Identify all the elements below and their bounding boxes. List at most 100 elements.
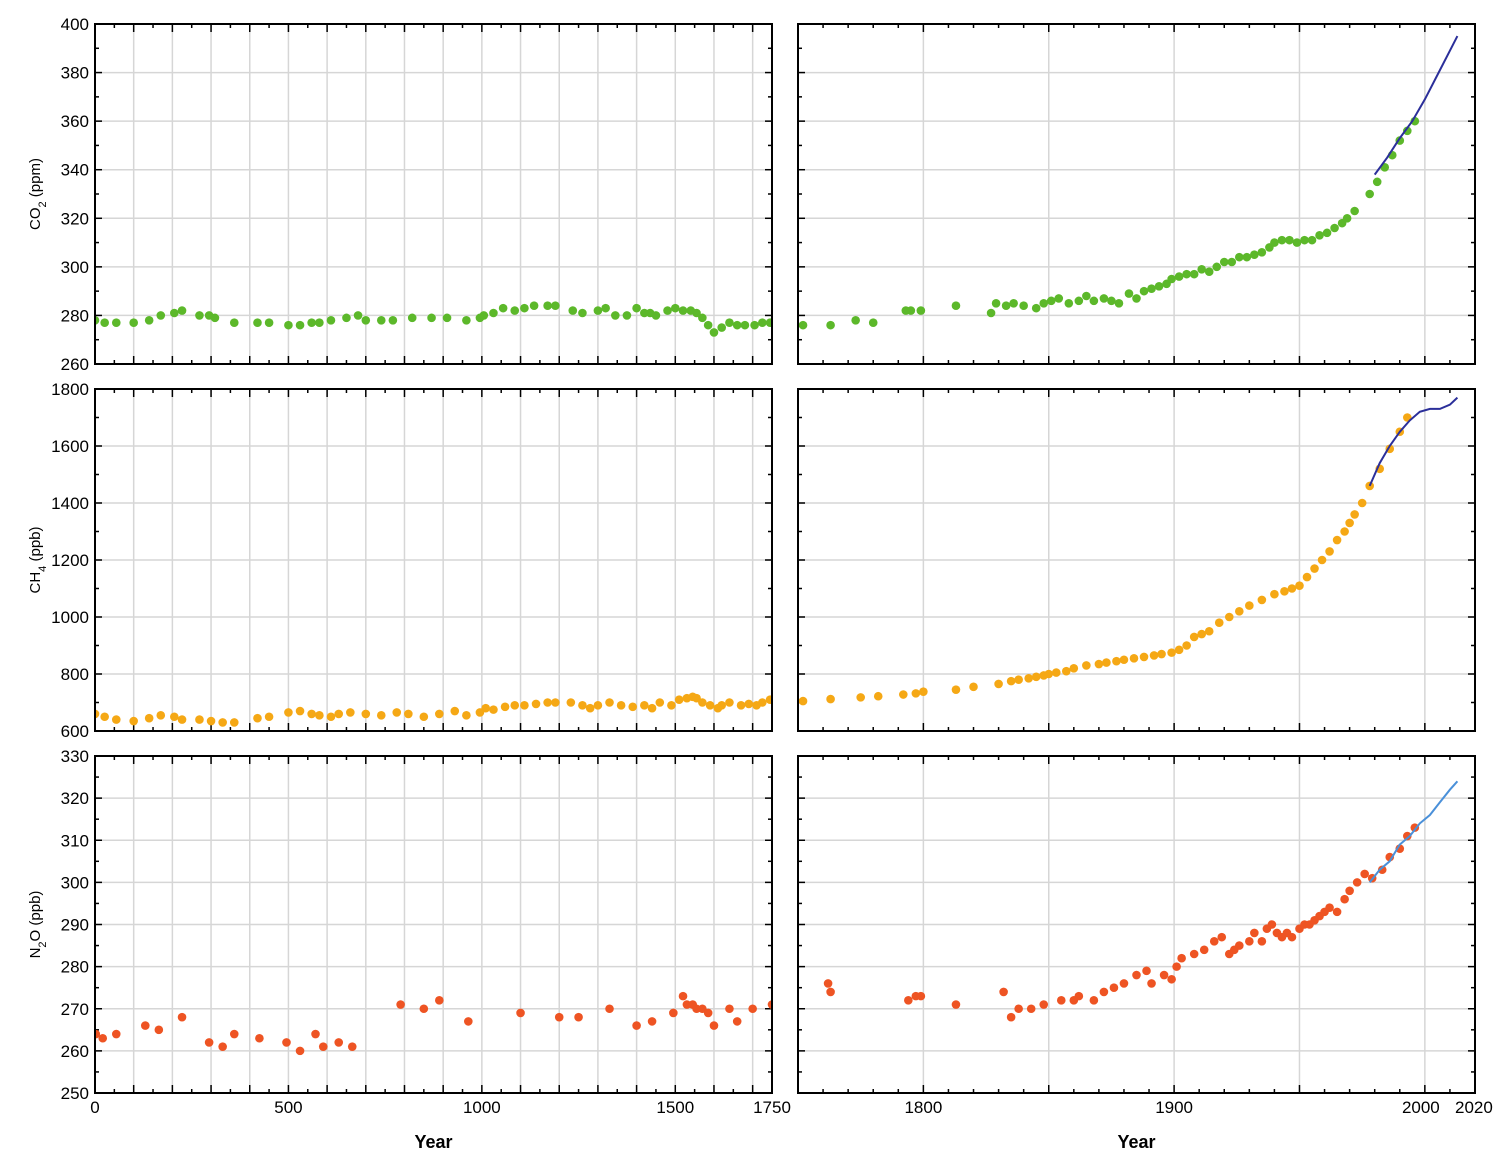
data-point — [640, 701, 649, 710]
x-tick-label: 2020 — [1455, 1098, 1493, 1117]
y-tick-label: 280 — [61, 306, 89, 325]
y-tick-label: 310 — [61, 831, 89, 850]
y-tick-label: 340 — [61, 161, 89, 180]
data-point — [1377, 865, 1387, 875]
data-point — [1182, 269, 1191, 279]
data-point — [1089, 296, 1099, 306]
data-point — [1350, 206, 1359, 216]
data-point — [1174, 272, 1184, 281]
data-point — [1039, 1000, 1049, 1009]
x-tick-label: 0 — [90, 1098, 99, 1117]
data-point — [709, 1021, 719, 1030]
data-point — [1132, 294, 1141, 303]
data-point — [129, 318, 138, 328]
data-point — [1209, 937, 1219, 946]
data-point — [1056, 996, 1066, 1005]
data-point — [647, 703, 657, 713]
data-point — [407, 313, 417, 323]
panel-co2-early: 260 280 300 320 340 360 380 400 CO2 (ppm) — [27, 15, 773, 374]
data-point — [1167, 274, 1176, 284]
y-tick-label: 1400 — [51, 494, 89, 513]
data-point — [911, 689, 921, 698]
data-point — [1089, 996, 1099, 1005]
data-point — [1340, 527, 1349, 536]
data-point — [1270, 589, 1279, 599]
data-point — [616, 701, 626, 710]
data-point — [218, 718, 227, 727]
x-tick-label: 1800 — [904, 1098, 942, 1117]
data-point — [111, 318, 121, 328]
data-point — [144, 315, 154, 325]
data-point — [655, 698, 665, 707]
data-point — [489, 705, 498, 714]
measurement-line — [1368, 396, 1459, 487]
measurement-line — [1373, 35, 1459, 176]
data-point — [651, 311, 661, 320]
data-point — [1009, 298, 1018, 308]
data-point — [282, 1038, 291, 1047]
data-point — [1315, 230, 1324, 240]
data-point — [705, 701, 715, 710]
data-point — [177, 715, 187, 724]
data-point — [1322, 228, 1332, 238]
data-point — [1099, 294, 1109, 303]
data-point — [758, 318, 767, 328]
data-point — [868, 318, 878, 328]
data-point — [144, 713, 154, 723]
data-point — [334, 709, 344, 719]
data-point — [1082, 661, 1091, 670]
data-point — [326, 712, 336, 722]
y-tick-label: 380 — [61, 64, 89, 83]
data-point — [1360, 869, 1369, 879]
data-point — [1204, 626, 1214, 636]
data-point — [1325, 903, 1334, 912]
data-point — [520, 701, 529, 710]
data-point — [1214, 618, 1224, 627]
data-point — [295, 320, 305, 330]
data-point — [1019, 301, 1028, 311]
data-point — [1167, 974, 1176, 984]
data-point — [605, 698, 614, 707]
data-point — [670, 303, 680, 313]
data-point — [140, 1021, 150, 1030]
y-axis-title-unit: (ppm) — [27, 158, 44, 201]
data-point — [404, 709, 413, 719]
data-point — [873, 691, 883, 701]
data-point — [740, 320, 750, 330]
plot-frame — [94, 23, 773, 365]
data-point — [95, 315, 100, 325]
data-point — [1332, 907, 1342, 917]
data-point — [1139, 286, 1149, 296]
data-point — [347, 1042, 357, 1051]
data-point — [156, 711, 166, 720]
data-point — [315, 318, 324, 328]
data-point — [551, 301, 560, 311]
data-point — [516, 1008, 525, 1018]
data-point — [253, 318, 262, 328]
data-point — [899, 690, 908, 699]
data-point — [1157, 649, 1166, 659]
data-point — [479, 311, 489, 320]
data-point — [578, 308, 587, 318]
data-point — [566, 698, 576, 707]
data-point — [1159, 970, 1169, 980]
data-point — [1342, 213, 1352, 223]
data-point — [1340, 894, 1349, 904]
data-point — [98, 1033, 108, 1043]
data-point — [95, 1029, 101, 1039]
data-point — [698, 698, 707, 707]
data-point — [510, 306, 520, 315]
data-point — [823, 979, 833, 988]
data-point — [632, 1021, 641, 1030]
data-point — [218, 1042, 227, 1051]
data-point — [1167, 648, 1176, 657]
data-point — [986, 308, 996, 318]
data-point — [450, 706, 460, 716]
data-point — [315, 711, 324, 720]
y-tick-label: 1800 — [51, 380, 89, 399]
data-point — [264, 318, 274, 328]
data-point — [1014, 1004, 1023, 1014]
data-point — [1235, 941, 1244, 950]
y-tick-label: 330 — [61, 747, 89, 766]
data-point — [593, 306, 603, 315]
